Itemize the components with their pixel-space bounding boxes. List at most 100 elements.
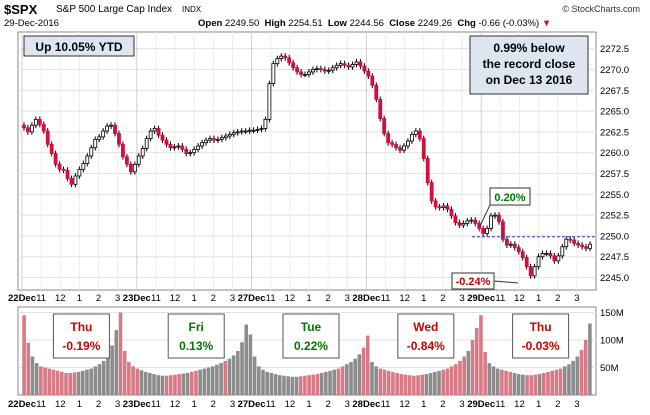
candle [318,68,323,71]
exchange: INDX [182,5,202,14]
volume-bar [332,369,337,395]
x-tick-label: 3 [115,293,120,304]
volume-bar [93,366,98,395]
volume-bar [562,366,567,395]
volume-bar [189,371,194,395]
candle [176,145,181,148]
open-label: Open [198,18,223,29]
candle [504,238,509,246]
candle [493,214,497,217]
x-tick-label: 1 [306,293,311,304]
candle [477,223,482,229]
candle [22,124,26,129]
candle [516,247,521,253]
candle [144,138,149,149]
y-tick-label: 2247.5 [600,252,629,263]
x-tick-label: 1 [192,399,197,410]
record-line-3: on Dec 13 2016 [486,73,573,87]
x-tick-label: 29Dec [467,293,495,304]
volume-bar [424,374,429,395]
volume-bar [571,360,575,395]
x-tick-label: 27Dec [238,399,266,410]
volume-bar [223,360,228,395]
volume-bar [495,368,500,395]
volume-bar [30,356,35,395]
candle [394,143,398,149]
candle [208,138,212,141]
chart-header: $SPX S&P 500 Large Cap Index INDX © Stoc… [0,0,650,32]
volume-bar [236,351,240,395]
price-axis: 2245.0 2247.5 2250.0 2252.5 2255.0 2257.5 2260… [600,44,629,284]
volume-bar [39,366,43,395]
candle [172,146,177,149]
candle [231,132,236,135]
record-line-1: 0.99% below [493,41,565,55]
volume-tick-label: 100M [600,336,624,347]
volume-bar [210,366,215,395]
x-tick-label: 2 [555,399,560,410]
volume-bar [395,373,399,395]
x-tick-label: 12 [170,399,181,410]
candle [299,71,303,75]
volume-bar [51,369,56,395]
y-tick-label: 2270.0 [600,65,629,76]
volume-bar [64,373,68,395]
volume-bar [160,375,165,395]
candle [417,130,422,139]
volume-bar [546,371,550,395]
x-tick-label: 2 [555,293,560,304]
candle [97,136,102,140]
volume-bar [428,373,433,395]
candle [223,135,228,139]
volume-bar [558,368,563,395]
chart-date: 29-Dec-2016 [4,18,59,29]
volume-tick-label: 50M [600,363,619,374]
x-tick-label: 12 [399,293,410,304]
x-tick-label: 12 [514,399,525,410]
daily-change-box: Thu -0.03% [512,313,570,359]
candle [489,215,493,229]
volume-bar [583,340,588,395]
x-tick-label: 1 [77,293,82,304]
daily-box-frame [397,313,455,359]
candle [358,61,363,67]
candle [196,145,201,150]
candle [136,155,141,165]
volume-bar [290,376,295,395]
candle [536,256,541,268]
x-tick-label: 2 [325,399,330,410]
volume-bar [437,370,441,395]
ytd-text: Up 10.05% YTD [35,40,122,54]
volume-bar [68,373,72,395]
volume-bar [60,371,64,395]
candle [441,205,446,209]
candle [520,251,525,258]
candle [568,238,573,241]
volume-bar [416,375,420,395]
candle [85,155,90,164]
x-tick-label: 11 [381,293,391,304]
time-axis: 22Dec 11 12 1 2 3 23Dec 11 12 1 2 3 27Dec 11 12 1 2 3 28De… [8,293,580,304]
y-tick-label: 2250.0 [600,231,629,242]
candle [449,208,454,217]
volume-bar [357,354,362,395]
candle [113,124,117,134]
volume-bar [382,369,387,395]
candlesticks [22,53,592,279]
volume-bar [198,369,202,395]
volume-bar [453,364,458,395]
candle [390,142,395,145]
candle [263,118,268,129]
candle [148,130,153,139]
candle [65,169,70,179]
chg-label: Chg [457,18,476,29]
chg-value: -0.66 (-0.03%) [478,18,540,29]
candle [413,130,418,135]
x-tick-label: 3 [345,399,350,410]
volume-bar [303,375,307,395]
volume-bar [521,374,525,395]
volume-bar [135,368,140,395]
volume-bar [491,366,496,395]
volume-bar [257,366,261,395]
